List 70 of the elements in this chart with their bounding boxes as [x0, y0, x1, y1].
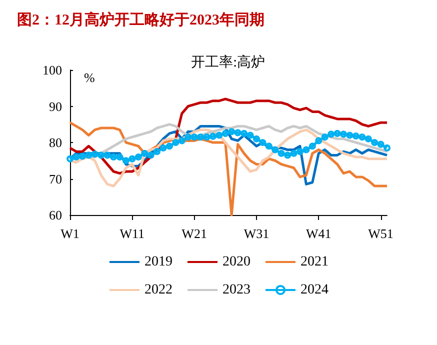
point [308, 142, 316, 150]
point [116, 154, 124, 160]
point [85, 152, 92, 159]
legend-label: 2024 [300, 282, 328, 298]
x-tick-label: W21 [182, 226, 207, 241]
chart-subtitle: 开工率:高炉 [191, 54, 265, 70]
legend-label: 2020 [222, 254, 250, 270]
point [110, 154, 118, 160]
point [216, 132, 223, 139]
point [160, 144, 167, 152]
point [371, 139, 378, 146]
point [321, 134, 328, 141]
point [302, 146, 310, 154]
point [278, 150, 285, 157]
point [290, 150, 298, 157]
point [154, 148, 161, 156]
point [377, 140, 384, 148]
point [259, 139, 266, 146]
point [272, 146, 279, 154]
point [98, 152, 105, 159]
point [340, 130, 347, 138]
x-tick-label: W41 [306, 226, 332, 241]
legend-label: 2022 [144, 282, 172, 298]
point [147, 152, 154, 159]
x-tick-label: W11 [120, 226, 145, 241]
point [203, 134, 210, 141]
point [222, 130, 229, 137]
point [358, 134, 366, 141]
point [190, 134, 198, 141]
y-tick-label: 80 [49, 135, 62, 150]
legend-label: 2021 [300, 254, 328, 270]
point [352, 132, 360, 140]
point [240, 130, 248, 137]
y-tick-label: 100 [42, 62, 62, 78]
x-tick-label: W31 [244, 226, 270, 241]
point [128, 155, 136, 162]
point [246, 132, 254, 139]
legend-label: 2019 [144, 254, 172, 270]
point [315, 137, 322, 144]
point [334, 130, 341, 137]
point [78, 152, 86, 160]
point [178, 137, 186, 144]
point [296, 148, 304, 156]
point [172, 139, 180, 146]
x-tick-label: W51 [368, 226, 394, 241]
point [252, 135, 260, 142]
x-tick-label: W1 [60, 226, 80, 241]
point [91, 150, 98, 158]
point [141, 150, 148, 157]
point [197, 134, 204, 141]
point [72, 154, 80, 160]
point [265, 142, 272, 150]
point [209, 132, 216, 140]
y-axis-title: % [84, 70, 95, 85]
y-tick-label: 60 [49, 208, 62, 222]
point [134, 154, 142, 160]
point [122, 157, 130, 164]
point [364, 135, 372, 142]
point [184, 134, 192, 141]
point [234, 129, 242, 136]
point [228, 128, 236, 136]
point [166, 142, 173, 150]
point [284, 152, 292, 159]
chart-title: 图2：12月高炉开工略好于2023年同期 [17, 10, 264, 28]
point [104, 152, 111, 159]
point [328, 130, 335, 138]
y-tick-label: 70 [49, 171, 62, 186]
legend-label: 2023 [222, 282, 250, 298]
point [346, 132, 354, 139]
y-tick-label: 90 [49, 98, 62, 114]
